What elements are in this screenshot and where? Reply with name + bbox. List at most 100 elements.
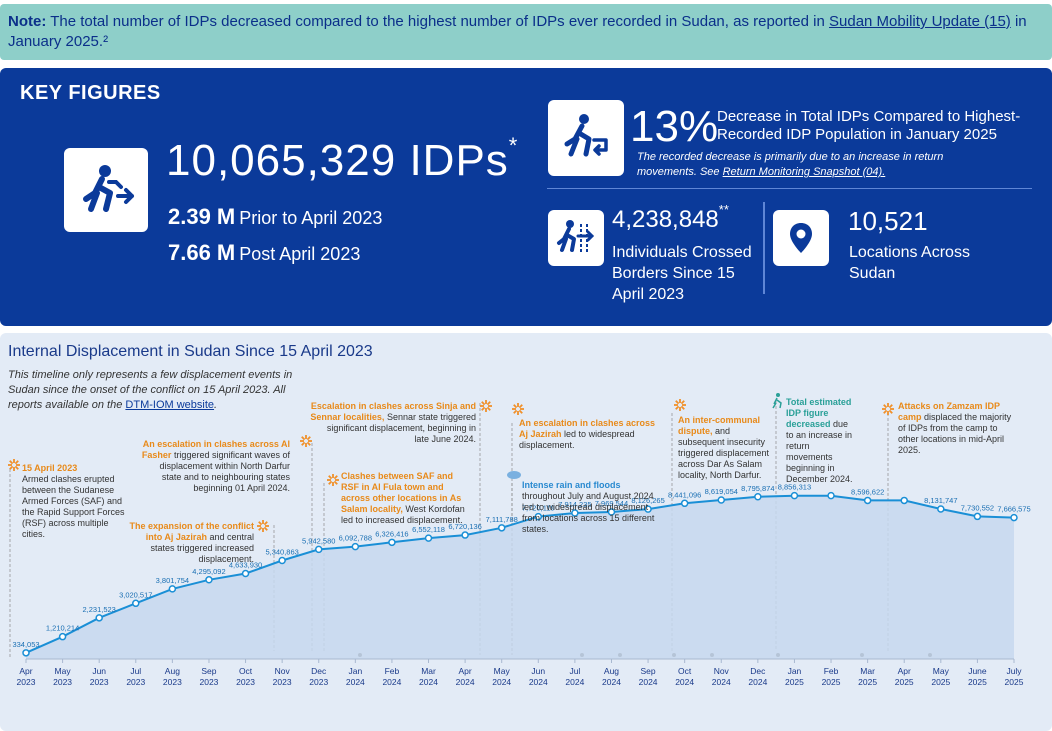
decrease-text: Decrease in Total IDPs Compared to Highe… [717, 108, 1021, 143]
x-tick-label: 2024 [456, 677, 475, 687]
decrease-note: The recorded decrease is primarily due t… [637, 151, 944, 178]
data-label: 8,795,874 [741, 484, 774, 493]
data-label: 8,596,622 [851, 487, 884, 496]
data-point [241, 569, 250, 578]
data-point [95, 614, 103, 622]
x-tick-label: June [968, 666, 987, 676]
data-label: 7,720,119 [522, 504, 555, 513]
x-tick-label: May [55, 666, 72, 676]
data-point [717, 496, 726, 504]
border-crossing-icon [548, 210, 604, 266]
key-figures-title: KEY FIGURES [20, 82, 161, 104]
return-monitoring-link[interactable]: Return Monitoring Snapshot (04). [722, 166, 886, 178]
data-point [205, 576, 213, 584]
data-point [754, 493, 762, 501]
x-tick-label: Dec [311, 666, 327, 676]
annotation-inter-communal: An inter-communal dispute, and subsequen… [678, 415, 770, 480]
area-fill [26, 495, 1014, 659]
x-tick-label: 2023 [200, 677, 219, 687]
sudan-mobility-update-link[interactable]: Sudan Mobility Update (15) [829, 13, 1011, 30]
data-label: 2,231,523 [82, 605, 115, 614]
x-tick-label: Sep [641, 666, 656, 676]
data-label: 3,020,517 [119, 590, 152, 599]
crossed-borders-value: 4,238,848** [612, 202, 729, 233]
data-label: 5,942,580 [302, 536, 335, 545]
return-movement-icon [548, 100, 624, 176]
timeline-panel: Internal Displacement in Sudan Since 15 … [0, 333, 1052, 731]
data-label: 8,441,096 [668, 490, 701, 499]
x-tick-label: 2025 [785, 677, 804, 687]
data-point [314, 545, 323, 554]
x-tick-label: 2024 [712, 677, 731, 687]
x-tick-label: Jun [531, 666, 545, 676]
x-tick-label: 2024 [382, 677, 401, 687]
timeline-description: This timeline only represents a few disp… [8, 369, 293, 411]
annotation-rain-floods: Intense rain and floods throughout July … [522, 480, 655, 534]
divider-vertical [763, 202, 765, 294]
x-tick-label: July [1006, 666, 1022, 676]
data-label: 7,111,788 [486, 515, 518, 524]
x-tick-label: Oct [678, 666, 692, 676]
locations-label: Locations Across Sudan [849, 244, 970, 282]
annotation-aj-jazirah-expansion: The expansion of the conflict into Aj Ja… [129, 521, 254, 564]
return-person-icon [776, 393, 780, 397]
conflict-burst-icon [674, 399, 686, 411]
x-tick-label: May [494, 666, 511, 676]
x-tick-label: 2025 [895, 677, 914, 687]
data-point [168, 585, 177, 593]
x-tick-label: 2024 [602, 677, 621, 687]
data-point [790, 491, 799, 500]
data-point [351, 542, 360, 551]
data-point [973, 512, 982, 521]
data-point [571, 509, 579, 517]
data-label: 8,619,054 [705, 487, 738, 496]
data-label: 4,633,930 [229, 561, 262, 570]
note-label: Note: [8, 13, 47, 30]
displacement-chart: 334,053Apr20231,210,214May20232,231,523J… [8, 393, 1031, 687]
x-tick-label: 2024 [529, 677, 548, 687]
locations-value: 10,521 [848, 206, 928, 236]
conflict-burst-icon [512, 403, 524, 415]
data-label: 6,326,416 [375, 529, 408, 538]
annotation-al-fasher: An escalation in clashes across Al Fashe… [141, 439, 290, 493]
x-tick-label: Apr [458, 666, 471, 676]
data-point [497, 524, 506, 532]
x-tick-label: 2025 [858, 677, 877, 687]
x-tick-label: 2023 [17, 677, 36, 687]
data-point [900, 496, 908, 505]
x-tick-label: 2023 [163, 677, 182, 687]
x-tick-label: 2023 [273, 677, 292, 687]
data-point [607, 508, 616, 516]
location-pin-icon [773, 210, 829, 266]
data-label: 1,210,214 [46, 624, 79, 633]
conflict-burst-icon [8, 459, 20, 471]
data-point [58, 632, 67, 641]
dtm-iom-website-link[interactable]: DTM-IOM website [125, 399, 215, 411]
conflict-burst-icon [882, 403, 894, 415]
x-tick-label: Aug [604, 666, 619, 676]
x-tick-label: 2025 [822, 677, 841, 687]
x-tick-label: Jul [130, 666, 141, 676]
data-point [1010, 513, 1018, 522]
x-tick-label: Nov [714, 666, 730, 676]
annotation-zamzam: Attacks on Zamzam IDP camp displaced the… [898, 401, 1012, 455]
data-label: 6,552,118 [412, 525, 445, 534]
conflict-burst-icon [300, 435, 312, 447]
x-tick-label: Jun [92, 666, 106, 676]
x-tick-label: 2024 [492, 677, 511, 687]
x-tick-label: 2024 [748, 677, 767, 687]
x-tick-label: 2024 [346, 677, 365, 687]
conflict-burst-icon [257, 520, 269, 532]
x-tick-label: 2023 [309, 677, 328, 687]
x-tick-label: Mar [860, 666, 875, 676]
x-tick-label: Nov [275, 666, 291, 676]
data-point [424, 534, 433, 542]
data-label: 6,092,788 [339, 534, 372, 543]
x-tick-label: Jan [348, 666, 362, 676]
data-label: 7,969,544 [595, 499, 628, 508]
data-point [644, 505, 652, 513]
series-line [25, 494, 1015, 654]
data-label: 6,720,136 [448, 522, 481, 531]
prior-april-figure: 2.39 M Prior to April 2023 [168, 204, 383, 229]
data-point [937, 505, 945, 513]
